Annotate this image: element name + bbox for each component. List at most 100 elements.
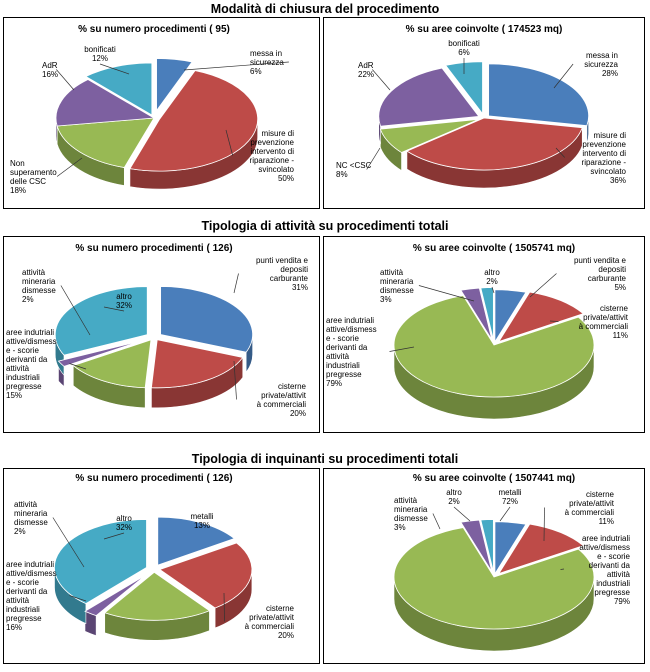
slice-label: AdR 16% — [42, 61, 58, 79]
pie-chart-2: % su aree coinvolte ( 174523 mq) messa in… — [336, 24, 627, 189]
pie-tops — [378, 61, 589, 171]
leader-line — [183, 61, 289, 71]
leader-line — [418, 285, 475, 302]
pie-slice-3-1 — [160, 286, 253, 353]
chart-panel-5: % su numero procedimenti ( 126) metalli 13… — [3, 468, 320, 664]
chart-title: % su numero procedimenti ( 126) — [75, 473, 232, 484]
pie-labels: messa in sicurezza 28% misure di prevenzione… — [336, 39, 627, 185]
leader-line — [432, 513, 441, 530]
pie-slice-3-4 — [57, 340, 142, 367]
pie-slice-6-3 — [393, 527, 595, 630]
slice-label: altro 2% — [446, 488, 462, 506]
pie-slice-2-3 — [379, 119, 479, 154]
slice-label: messa in sicurezza 6% — [250, 49, 284, 76]
pie-slice-5-1 — [157, 516, 236, 566]
leader-line — [56, 157, 83, 177]
leader-line — [372, 69, 391, 91]
slice-label: punti vendita e depositi carburante 5% — [574, 256, 627, 292]
leader-line — [389, 346, 415, 352]
slice-label: misure di prevenzione intervento di riparaz… — [250, 129, 295, 183]
leader-line — [491, 286, 495, 294]
pie-slice-1-2 — [129, 70, 259, 172]
chart-panel-3: % su numero procedimenti ( 126) punti ven… — [3, 236, 320, 433]
leader-line — [103, 532, 125, 540]
leader-line — [56, 69, 75, 91]
leader-line — [233, 360, 237, 400]
leader-line — [60, 285, 91, 336]
slice-label: bonificati 12% — [84, 45, 116, 63]
leader-line — [69, 595, 87, 602]
pie-labels: metalli 13% cisterne private/attivit à comme… — [6, 500, 295, 640]
slice-label: cisterne private/attivit à commerciali 11% — [565, 490, 615, 526]
pie-slice-3-3 — [72, 339, 152, 389]
slice-label: cisterne private/attivit à commerciali 11% — [579, 304, 629, 340]
leader-line — [52, 517, 85, 568]
slice-label: punti vendita e depositi carburante 31% — [256, 256, 309, 292]
pie-tops — [393, 519, 595, 630]
slice-label: altro 2% — [484, 268, 500, 286]
pie-chart-5: % su numero procedimenti ( 126) metalli 13… — [6, 473, 295, 641]
leader-line — [543, 507, 545, 542]
pie-slice-3-2 — [150, 339, 244, 389]
section-title-pollutants: Tipologia di inquinanti su procedimenti … — [191, 452, 459, 466]
chart-title: % su numero procedimenti ( 95) — [78, 24, 230, 35]
slice-label: aree indutriali attive/dismess e - scorie d… — [6, 328, 57, 400]
pie-chart-1: % su numero procedimenti ( 95) messa in si… — [10, 24, 295, 195]
leader-line — [225, 129, 234, 156]
pie-slice-2-2 — [406, 117, 583, 171]
pie-slice-4-2 — [497, 291, 585, 343]
pie-chart-6: % su aree coinvolte ( 1507441 mq) metalli… — [393, 473, 631, 652]
pie-slice-2-1 — [488, 63, 589, 127]
leader-line — [366, 147, 381, 170]
chart-title: % su aree coinvolte ( 1505741 mq) — [413, 243, 575, 254]
slice-label: NC <CSC 8% — [336, 161, 372, 179]
leader-line — [560, 568, 565, 570]
slice-label: metalli 72% — [498, 488, 521, 506]
leader-line — [453, 506, 471, 522]
pie-slice-6-1 — [494, 521, 527, 576]
pie-chart-3: % su numero procedimenti ( 126) punti ven… — [6, 243, 309, 418]
pie-slice-4-3 — [393, 295, 595, 398]
slice-label: AdR 22% — [358, 61, 374, 79]
leader-line — [103, 306, 125, 312]
slice-label: attività mineraria dismesse 3% — [394, 496, 428, 532]
leader-line — [223, 592, 225, 622]
pie-slice-5-2 — [159, 542, 253, 609]
chart-panel-1: % su numero procedimenti ( 95) messa in si… — [3, 17, 320, 209]
leader-line — [553, 63, 574, 89]
slice-label: messa in sicurezza 28% — [584, 51, 618, 78]
pie-labels: messa in sicurezza 6% misure di prevenzione i… — [10, 45, 295, 195]
pie-slice-5-3 — [103, 571, 211, 621]
slice-label: altro 32% — [116, 514, 132, 532]
slice-label: cisterne private/attivit à commerciali 20% — [257, 382, 307, 418]
pie-slice-3-5 — [54, 286, 148, 356]
pie-slice-6-5 — [480, 519, 494, 572]
chart-panel-4: % su aree coinvolte ( 1505741 mq) punti v… — [323, 236, 645, 433]
slice-label: altro 32% — [116, 292, 132, 310]
chart-title: % su aree coinvolte ( 1507441 mq) — [413, 473, 575, 484]
pie-tops — [54, 286, 253, 389]
slice-label: attività mineraria dismesse 2% — [22, 268, 56, 304]
leader-line — [69, 363, 87, 370]
pie-slice-4-4 — [460, 287, 493, 340]
pie-slice-2-4 — [378, 67, 480, 127]
slice-label: Non superamento delle CSC 18% — [10, 159, 57, 195]
pie-labels: metalli 72% cisterne private/attivit à comme… — [394, 488, 631, 606]
leader-line — [529, 273, 557, 298]
pie-slice-4-1 — [494, 289, 527, 344]
section-title-activity: Tipologia di attività su procedimenti to… — [201, 219, 449, 233]
pie-labels: punti vendita e depositi carburante 5% ciste… — [326, 256, 629, 388]
slice-label: misure di prevenzione intervento di riparaz… — [582, 131, 627, 185]
slice-label: metalli 13% — [190, 512, 213, 530]
slice-label: bonificati 6% — [448, 39, 480, 57]
slice-label: attività mineraria dismesse 2% — [14, 500, 48, 536]
leader-line — [555, 147, 565, 158]
leader-line — [233, 273, 239, 294]
leader-line — [549, 320, 559, 322]
pie-slice-6-2 — [497, 523, 585, 575]
pie-slice-5-4 — [84, 574, 146, 617]
pie-slice-1-5 — [84, 62, 153, 116]
pie-slice-1-4 — [55, 79, 156, 127]
slice-label: attività mineraria dismesse 3% — [380, 268, 414, 304]
slice-label: aree indutriali attive/dismess e - scorie d… — [579, 534, 630, 606]
